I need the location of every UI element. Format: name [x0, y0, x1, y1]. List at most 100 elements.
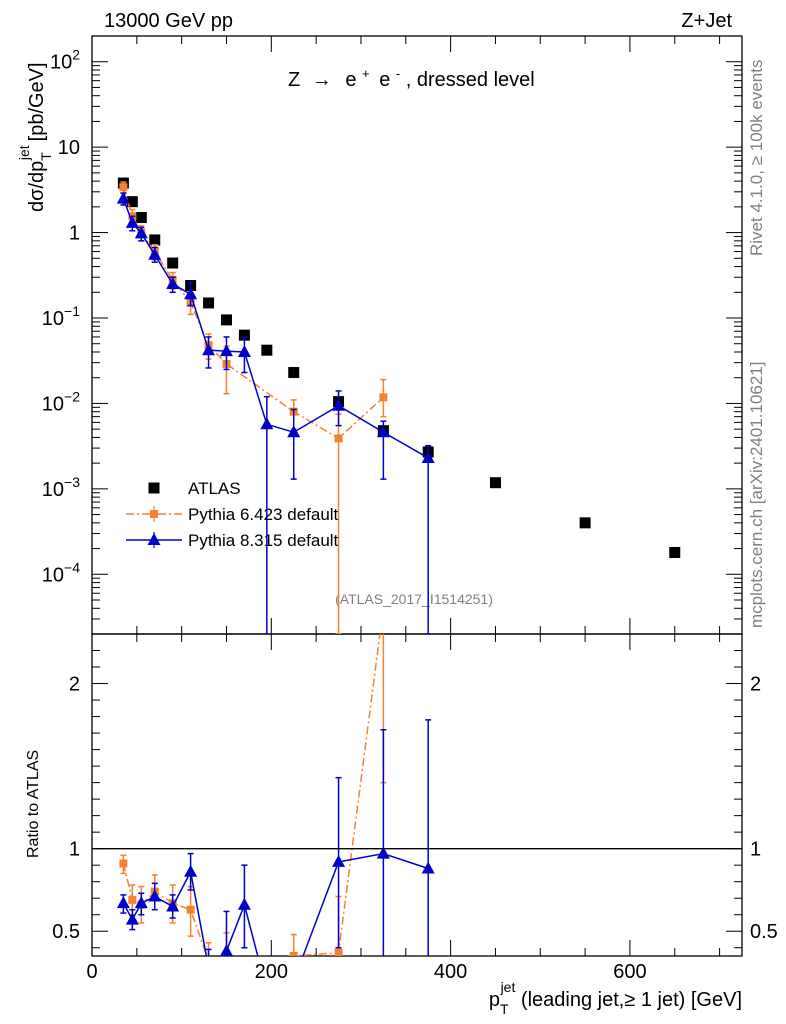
- data-point: [669, 546, 681, 558]
- analysis-label: (ATLAS_2017_I1514251): [335, 591, 493, 607]
- series-line: [122, 198, 429, 459]
- data-point: [166, 277, 180, 290]
- data-point: [203, 297, 215, 309]
- data-point: [238, 329, 250, 341]
- data-point: [334, 948, 343, 956]
- series-pythia-8-315-default: [116, 191, 435, 634]
- ratio-y-tick-label: 2: [69, 674, 80, 696]
- mcplots-label: mcplots.cern.ch [arXiv:2401.10621]: [747, 362, 766, 628]
- data-point: [148, 247, 162, 260]
- data-point: [379, 393, 388, 402]
- x-tick-label: 200: [255, 961, 288, 983]
- main-y-axis: 10−4 10−3 10−2 10−1 1 10 102: [42, 35, 742, 635]
- ratio-panel-frame: [91, 633, 743, 957]
- series-pythia-8-315-default: [116, 719, 435, 996]
- data-point: [125, 215, 139, 228]
- data-point: [260, 417, 274, 430]
- series-atlas: [117, 177, 681, 558]
- data-point: [134, 226, 148, 239]
- series-line: [122, 186, 384, 440]
- data-point: [260, 984, 273, 996]
- data-point: [184, 864, 198, 877]
- data-point: [148, 889, 162, 902]
- main-y-axis-label: dσ/dpTjet[pb/GeV]: [16, 62, 54, 212]
- data-point: [579, 517, 591, 529]
- data-point: [220, 944, 233, 956]
- ratio-series-layer: [116, 634, 435, 996]
- main-series-layer: [116, 177, 681, 634]
- data-point: [184, 287, 198, 300]
- rivet-label: Rivet 4.1.0, ≥ 100k events: [747, 60, 766, 256]
- ratio-y-tick-label-right: 1: [750, 839, 761, 861]
- main-y-tick-label: 10−1: [42, 303, 80, 330]
- series-line: [122, 634, 381, 956]
- main-y-tick-label: 10: [58, 137, 80, 159]
- data-point: [166, 899, 180, 912]
- main-y-tick-label: 10−2: [42, 388, 80, 415]
- data-point: [421, 450, 435, 463]
- x-tick-label: 0: [86, 961, 97, 983]
- legend-item: Pythia 8.315 default: [126, 531, 339, 550]
- series-pythia-6-423-default: [119, 634, 387, 967]
- legend: ATLAS Pythia 6.423 default Pythia 8.315 de…: [126, 479, 339, 550]
- data-point: [148, 482, 160, 494]
- data-point: [135, 212, 147, 224]
- data-point: [125, 912, 139, 925]
- ratio-y-tick-label-right: 0.5: [750, 921, 778, 943]
- ratio-y-tick-label: 0.5: [52, 921, 80, 943]
- data-point: [150, 510, 158, 518]
- legend-label: Pythia 8.315 default: [188, 531, 339, 550]
- legend-label: Pythia 6.423 default: [188, 505, 339, 524]
- data-point: [119, 859, 128, 868]
- x-axis-label: pTjet (leading jet,≥ 1 jet) [GeV]: [489, 979, 742, 1017]
- main-y-tick-label: 1: [69, 223, 80, 245]
- data-point: [186, 905, 195, 914]
- data-point: [167, 257, 179, 269]
- data-point: [220, 314, 232, 326]
- data-point: [134, 896, 148, 909]
- data-point: [219, 344, 233, 357]
- data-point: [128, 895, 137, 904]
- process-label: Z+Jet: [681, 10, 732, 32]
- data-point: [332, 854, 346, 867]
- x-tick-label: 400: [434, 961, 467, 983]
- data-point: [334, 434, 343, 443]
- data-point: [237, 897, 251, 910]
- data-point: [489, 477, 501, 489]
- legend-item: ATLAS: [148, 479, 241, 498]
- data-point: [116, 191, 130, 204]
- data-point: [288, 367, 300, 379]
- data-point: [116, 896, 130, 909]
- data-point: [126, 196, 138, 208]
- data-point: [147, 533, 161, 545]
- main-y-tick-label: 102: [50, 47, 80, 74]
- data-point: [421, 861, 435, 874]
- data-point: [222, 959, 230, 967]
- x-axis: 0 200 400 600: [86, 36, 721, 983]
- plot-title: Z → e + e - , dressed level: [288, 61, 535, 91]
- data-point: [202, 343, 216, 356]
- data-point: [376, 846, 390, 859]
- data-point: [261, 344, 273, 356]
- data-point: [202, 961, 215, 973]
- main-y-tick-label: 10−4: [42, 559, 80, 586]
- data-point: [119, 183, 128, 192]
- data-point: [237, 344, 251, 357]
- ratio-y-axis-label: Ratio to ATLAS: [25, 750, 42, 858]
- legend-item: Pythia 6.423 default: [126, 505, 339, 524]
- data-point: [289, 952, 298, 956]
- x-tick-label: 600: [613, 961, 646, 983]
- series-pythia-6-423-default: [119, 181, 388, 634]
- data-point: [287, 425, 301, 438]
- data-point: [376, 425, 390, 438]
- energy-label: 13000 GeV pp: [104, 10, 233, 32]
- ratio-y-tick-label: 1: [69, 839, 80, 861]
- ratio-y-tick-label-right: 2: [750, 674, 761, 696]
- data-point: [287, 974, 300, 986]
- main-y-tick-label: 10−3: [42, 474, 80, 501]
- data-point: [205, 957, 213, 965]
- data-point: [149, 234, 161, 246]
- legend-label: ATLAS: [188, 479, 241, 498]
- data-point: [332, 398, 346, 411]
